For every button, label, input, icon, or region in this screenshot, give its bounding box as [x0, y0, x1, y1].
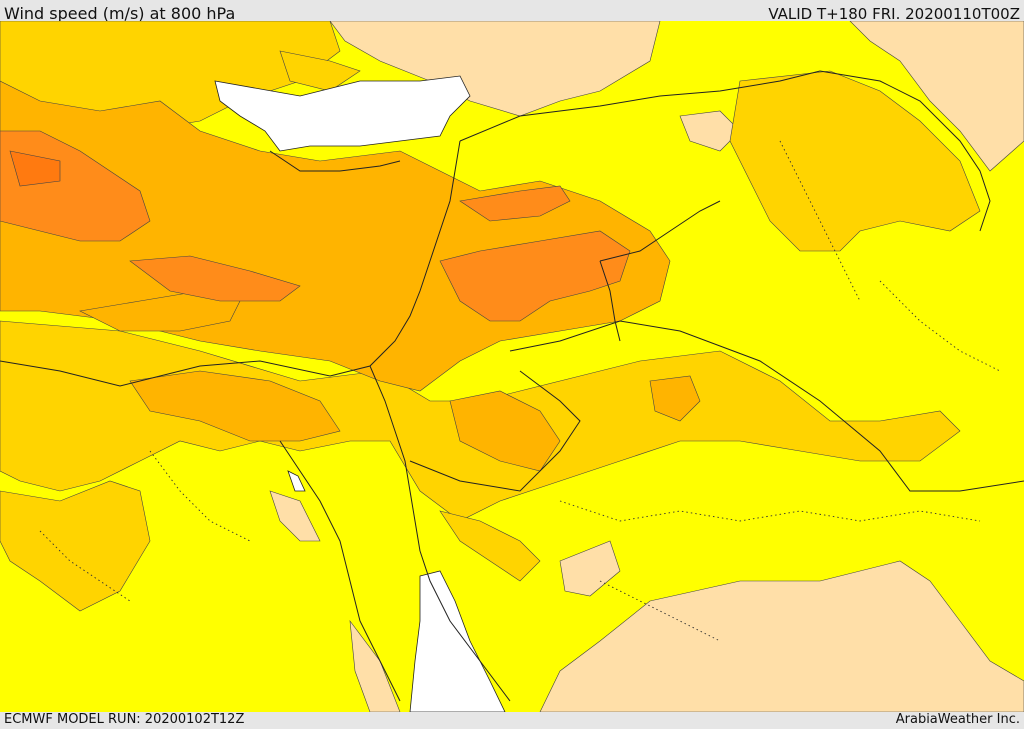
valid-time-label: VALID T+180 FRI. 20200110T00Z — [768, 5, 1020, 23]
low-speed-areas — [269, 21, 1024, 712]
wind-speed-map — [0, 21, 1024, 712]
credit-label: ArabiaWeather Inc. — [895, 712, 1020, 727]
model-run-label: ECMWF MODEL RUN: 20200102T12Z — [4, 712, 245, 727]
admin-lines — [39, 140, 1001, 642]
borders — [0, 70, 1024, 702]
band-4-areas — [0, 130, 631, 322]
header-title: Wind speed (m/s) at 800 hPa — [4, 4, 236, 23]
water-gaps — [214, 75, 506, 712]
